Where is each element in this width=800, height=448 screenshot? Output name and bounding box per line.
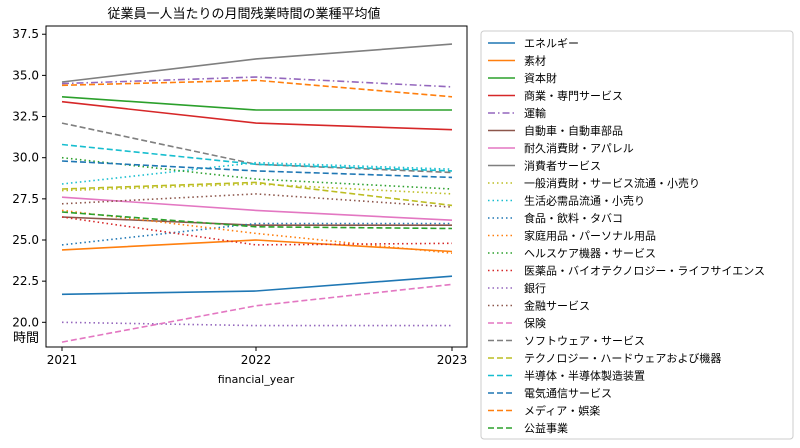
series-line-18 (61, 181, 453, 207)
series-line-21 (61, 79, 453, 98)
y-tick-label: 37.5 (12, 27, 39, 41)
series-line-15 (61, 193, 453, 208)
series-line-19 (61, 143, 453, 172)
series-line-6 (61, 196, 453, 221)
series-line-1 (61, 239, 453, 253)
series-line-3 (61, 100, 453, 131)
legend: エネルギー素材資本財商業・専門サービス運輸自動車・自動車部品耐久消費財・アパレル… (480, 30, 794, 440)
legend-label-14: 銀行 (524, 281, 546, 295)
y-tick-label: 35.0 (12, 68, 39, 82)
series-line-9 (61, 161, 453, 185)
legend-label-19: 半導体・半導体製造装置 (524, 369, 645, 383)
x-axis: 2021 2022 2023 (47, 347, 468, 367)
legend-label-6: 耐久消費財・アパレル (524, 141, 634, 155)
legend-label-16: 保険 (524, 316, 546, 330)
y-tick-label: 22.5 (12, 274, 39, 288)
series-line-2 (61, 96, 452, 111)
legend-label-3: 商業・専門サービス (524, 89, 623, 103)
legend-label-8: 一般消費財・サービス流通・小売り (524, 176, 700, 190)
series-line-16 (61, 283, 453, 343)
legend-label-15: 金融サービス (524, 299, 590, 313)
series-line-20 (61, 160, 453, 179)
series-line-8 (61, 183, 453, 195)
legend-label-10: 食品・飲料・タバコ (524, 211, 623, 225)
series-line-5 (61, 216, 452, 226)
series-line-12 (61, 156, 453, 190)
legend-label-1: 素材 (524, 54, 546, 68)
chart-title: 従業員一人当たりの月間残業時間の業種平均値 (107, 6, 380, 22)
series-line-10 (61, 222, 452, 246)
y-tick-label: 25.0 (12, 233, 39, 247)
legend-label-17: ソフトウェア・サービス (524, 335, 645, 348)
legend-label-5: 自動車・自動車部品 (524, 124, 623, 138)
legend-label-20: 電気通信サービス (524, 386, 612, 400)
x-tick-label: 2021 (47, 353, 78, 367)
legend-label-13: 医薬品・バイオテクノロジー・ライフサイエンス (524, 265, 765, 278)
legend-label-22: 公益事業 (524, 421, 568, 435)
y-tick-label: 27.5 (12, 192, 39, 206)
legend-label-0: エネルギー (524, 37, 579, 50)
series-line-14 (61, 321, 452, 327)
series-line-4 (61, 76, 453, 88)
y-axis-label: 時間 (13, 331, 39, 346)
series-line-17 (61, 122, 453, 174)
y-tick-label: 32.5 (12, 110, 39, 124)
series-line-22 (61, 211, 453, 230)
legend-label-4: 運輸 (524, 106, 546, 120)
y-tick-label: 30.0 (12, 151, 39, 165)
series-line-0 (61, 275, 453, 296)
y-tick-label: 20.0 (12, 315, 39, 329)
legend-label-12: ヘルスケア機器・サービス (524, 246, 656, 260)
x-tick-label: 2023 (437, 353, 468, 367)
legend-label-18: テクノロジー・ハードウェアおよび機器 (524, 351, 721, 365)
legend-label-11: 家庭用品・パーソナル用品 (524, 229, 656, 243)
series-layer (61, 43, 453, 343)
series-line-7 (61, 43, 453, 83)
legend-label-2: 資本財 (524, 71, 557, 85)
legend-box (480, 30, 794, 440)
legend-label-21: メディア・娯楽 (524, 404, 600, 418)
y-axis: 20.0 22.5 25.0 27.5 30.0 32.5 35.0 37.5 (12, 27, 46, 329)
legend-label-7: 消費者サービス (524, 159, 601, 173)
legend-label-9: 生活必需品流通・小売り (524, 194, 645, 208)
x-tick-label: 2022 (241, 353, 272, 367)
x-axis-label: financial_year (218, 373, 295, 386)
